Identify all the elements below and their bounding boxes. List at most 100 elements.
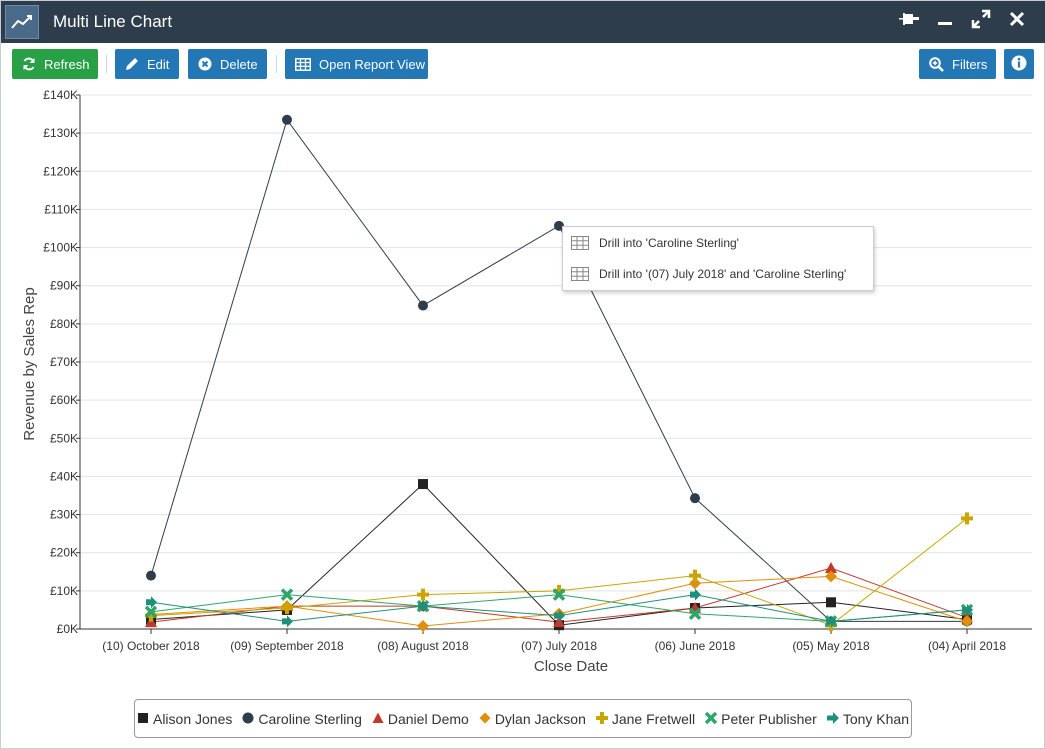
data-point-alison-jones	[826, 597, 836, 608]
data-point-caroline-sterling	[146, 570, 156, 581]
x-tick-label: (07) July 2018	[521, 639, 597, 653]
data-point-tony-khan	[962, 603, 973, 616]
window-title: Multi Line Chart	[53, 12, 173, 31]
data-point-dylan-jackson	[689, 577, 701, 590]
data-point-daniel-demo	[825, 561, 837, 573]
data-point-peter-publisher	[552, 588, 566, 601]
legend-item-caroline-sterling[interactable]: Caroline Sterling	[242, 711, 362, 727]
x-tick-label: (06) June 2018	[655, 639, 736, 653]
legend-item-peter-publisher[interactable]: Peter Publisher	[704, 710, 817, 727]
edit-label: Edit	[147, 56, 170, 72]
refresh-label: Refresh	[44, 56, 90, 72]
pin-icon	[899, 11, 919, 32]
x-tick-label: (09) September 2018	[230, 639, 344, 653]
context-menu-item-label: Drill into 'Caroline Sterling'	[599, 236, 739, 250]
legend-marker-icon	[242, 711, 254, 727]
data-point-tony-khan	[146, 596, 157, 609]
toolbar-divider	[276, 55, 277, 73]
legend-item-alison-jones[interactable]: Alison Jones	[137, 711, 232, 727]
legend-marker-icon	[704, 711, 718, 727]
legend-label: Peter Publisher	[721, 710, 817, 727]
line-chart: £0K £10K £20K £30K £40K £50K £60K £70K £80K £90K £…	[21, 88, 1032, 675]
refresh-icon	[22, 57, 36, 71]
maximize-button[interactable]	[970, 9, 992, 34]
legend-marker-icon	[479, 711, 491, 727]
chart-legend: Alison Jones Caroline Sterling Daniel Demo…	[134, 699, 912, 738]
y-tick-label: £60K	[50, 393, 78, 407]
context-menu-item-drill-rep[interactable]: Drill into 'Caroline Sterling'	[563, 228, 873, 258]
open-report-view-button[interactable]: Open Report View	[285, 49, 428, 79]
minimize-button[interactable]	[934, 10, 956, 32]
y-tick-label: £30K	[50, 508, 78, 522]
context-menu: Drill into 'Caroline Sterling' Drill int…	[562, 226, 874, 291]
legend-marker-icon	[137, 711, 149, 727]
legend-marker-icon	[372, 711, 384, 727]
y-tick-label: £140K	[43, 88, 78, 102]
data-point-jane-fretwell	[145, 609, 157, 622]
data-point-caroline-sterling	[690, 493, 700, 504]
data-point-tony-khan	[826, 615, 837, 628]
filters-label: Filters	[952, 56, 988, 72]
legend-marker-icon	[826, 711, 839, 727]
y-tick-label: £50K	[50, 431, 78, 445]
toolbar-divider	[106, 55, 107, 73]
legend-label: Alison Jones	[152, 710, 233, 727]
data-point-caroline-sterling	[282, 114, 292, 125]
table-icon	[571, 236, 589, 250]
y-tick-label: £100K	[43, 241, 78, 255]
context-menu-item-drill-date-rep[interactable]: Drill into '(07) July 2018' and 'Carolin…	[563, 259, 873, 289]
delete-circle-icon	[198, 57, 212, 71]
data-point-jane-fretwell	[417, 588, 429, 601]
data-point-tony-khan	[418, 600, 429, 613]
legend-item-tony-khan[interactable]: Tony Khan	[826, 710, 910, 727]
y-axis-title: Revenue by Sales Rep	[21, 287, 38, 440]
minimize-icon	[936, 10, 954, 33]
data-point-jane-fretwell	[961, 512, 973, 525]
info-icon	[1011, 55, 1027, 74]
data-point-caroline-sterling	[554, 220, 564, 231]
table-icon	[295, 57, 311, 71]
line-chart-icon	[5, 5, 39, 39]
legend-label: Jane Fretwell	[611, 710, 696, 727]
y-tick-label: £20K	[50, 546, 78, 560]
y-tick-label: £40K	[50, 469, 78, 483]
y-tick-label: £0K	[57, 622, 78, 636]
y-tick-label: £90K	[50, 279, 78, 293]
expand-icon	[971, 9, 991, 34]
data-point-peter-publisher	[280, 588, 294, 601]
legend-label: Tony Khan	[842, 710, 910, 727]
legend-item-dylan-jackson[interactable]: Dylan Jackson	[479, 711, 586, 727]
info-button[interactable]	[1004, 49, 1034, 79]
y-tick-label: £10K	[50, 584, 78, 598]
legend-marker-icon	[595, 711, 608, 727]
pencil-icon	[125, 57, 139, 71]
data-point-jane-fretwell	[553, 584, 565, 597]
legend-item-jane-fretwell[interactable]: Jane Fretwell	[595, 710, 696, 727]
x-tick-label: (05) May 2018	[792, 639, 870, 653]
table-icon	[571, 267, 589, 281]
data-point-jane-fretwell	[281, 602, 293, 615]
pin-button[interactable]	[898, 10, 920, 32]
x-tick-label: (08) August 2018	[377, 639, 469, 653]
filters-button[interactable]: Filters	[919, 49, 996, 79]
y-tick-label: £110K	[44, 202, 78, 216]
x-axis-title: Close Date	[534, 658, 608, 675]
data-point-dylan-jackson	[417, 619, 429, 632]
context-menu-item-label: Drill into '(07) July 2018' and 'Carolin…	[599, 267, 847, 281]
refresh-button[interactable]: Refresh	[12, 49, 98, 79]
title-bar: Multi Line Chart	[1, 1, 1045, 43]
legend-item-daniel-demo[interactable]: Daniel Demo	[372, 711, 469, 727]
zoom-search-icon	[929, 56, 944, 72]
delete-button[interactable]: Delete	[188, 49, 267, 79]
data-point-tony-khan	[282, 615, 293, 628]
x-tick-label: (04) April 2018	[928, 639, 1006, 653]
series-line-caroline-sterling	[150, 118, 967, 622]
data-point-caroline-sterling	[418, 300, 428, 311]
legend-label: Daniel Demo	[387, 710, 469, 727]
edit-button[interactable]: Edit	[115, 49, 179, 79]
delete-label: Delete	[220, 56, 258, 72]
y-tick-label: £70K	[50, 355, 78, 369]
close-icon	[1009, 11, 1025, 32]
close-button[interactable]	[1006, 10, 1028, 32]
